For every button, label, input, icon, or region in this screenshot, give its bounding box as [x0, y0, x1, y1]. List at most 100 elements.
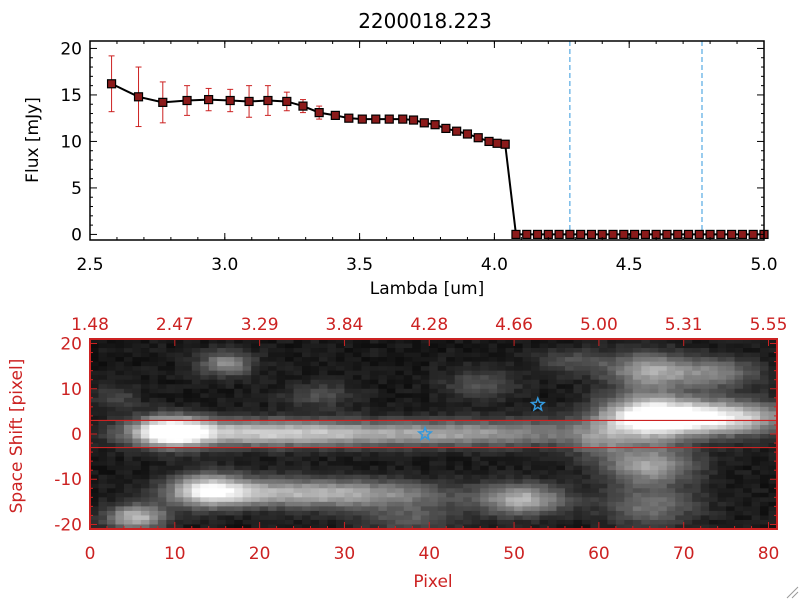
heatmap-cell — [157, 352, 167, 358]
heatmap-cell — [607, 429, 617, 435]
heatmap-cell — [590, 456, 600, 462]
heatmap-cell — [106, 370, 116, 376]
heatmap-cell — [768, 352, 778, 358]
heatmap-cell — [302, 406, 311, 412]
heatmap-cell — [225, 406, 235, 412]
heatmap-cell — [454, 420, 464, 426]
heatmap-cell — [573, 465, 583, 471]
heatmap-cell — [564, 384, 574, 390]
heatmap-cell — [573, 474, 583, 480]
heatmap-cell — [497, 379, 506, 385]
heatmap-cell — [310, 375, 320, 381]
heatmap-cell — [615, 420, 625, 426]
heatmap-cell — [548, 366, 557, 372]
heatmap-cell — [607, 452, 617, 458]
heatmap-cell — [437, 483, 447, 489]
heatmap-cell — [471, 474, 481, 480]
heatmap-cell — [319, 488, 328, 494]
heatmap-cell — [335, 411, 345, 417]
heatmap-cell — [276, 406, 286, 412]
heatmap-cell — [683, 479, 693, 485]
heatmap-cell — [225, 370, 235, 376]
heatmap-cell — [480, 343, 490, 349]
heatmap-cell — [352, 456, 362, 462]
heatmap-cell — [624, 465, 634, 471]
heatmap-cell — [123, 470, 133, 476]
heatmap-cell — [700, 474, 710, 480]
heatmap-cell — [624, 452, 634, 458]
heatmap-cell — [624, 393, 634, 399]
heatmap-cell — [675, 515, 685, 521]
heatmap-cell — [217, 415, 227, 421]
heatmap-cell — [632, 424, 642, 430]
heatmap-cell — [760, 411, 769, 417]
heatmap-cell — [174, 343, 184, 349]
heatmap-cell — [743, 515, 752, 521]
heatmap-cell — [208, 501, 218, 507]
heatmap-cell — [581, 402, 591, 408]
resize-grip-icon[interactable] — [786, 586, 799, 599]
heatmap-cell — [641, 343, 651, 349]
heatmap-cell — [208, 352, 218, 358]
heatmap-cell — [149, 339, 159, 344]
heatmap-cell — [607, 370, 617, 376]
heatmap-cell — [658, 438, 668, 444]
heatmap-cell — [412, 406, 422, 412]
heatmap-cell — [386, 497, 396, 503]
heatmap-cell — [463, 470, 473, 476]
heatmap-cell — [692, 397, 702, 403]
heatmap-cell — [564, 461, 574, 467]
heatmap-cell — [751, 393, 761, 399]
heatmap-cell — [420, 461, 430, 467]
heatmap-cell — [310, 370, 320, 376]
heatmap-cell — [522, 388, 532, 394]
heatmap-cell — [539, 443, 549, 448]
heatmap-cell — [319, 384, 328, 390]
heatmap-cell — [251, 343, 261, 349]
heatmap-cell — [106, 379, 116, 385]
heatmap-cell — [615, 348, 625, 353]
heatmap-cell — [480, 339, 490, 344]
heatmap-cell — [369, 434, 379, 439]
heatmap-cell — [352, 483, 362, 489]
heatmap-cell — [624, 447, 634, 453]
heatmap-cell — [743, 506, 752, 512]
heatmap-cell — [734, 397, 744, 403]
heatmap-cell — [251, 483, 261, 489]
heatmap-cell — [641, 452, 651, 458]
heatmap-cell — [607, 474, 617, 480]
heatmap-cell — [505, 339, 515, 344]
heatmap-cell — [734, 434, 744, 439]
heatmap-cell — [293, 434, 303, 439]
flux-point — [737, 229, 748, 240]
heatmap-cell — [692, 343, 702, 349]
heatmap-cell — [548, 339, 557, 344]
heatmap-cell — [123, 501, 133, 507]
heatmap-cell — [344, 501, 354, 507]
heatmap-cell — [293, 465, 303, 471]
heatmap-cell — [454, 429, 464, 435]
heatmap-cell — [335, 406, 345, 412]
heatmap-cell — [649, 524, 659, 530]
heatmap-cell — [632, 510, 642, 516]
heatmap-cell — [471, 379, 481, 385]
heatmap-cell — [666, 393, 676, 399]
heatmap-cell — [395, 361, 405, 367]
heatmap-cell — [717, 348, 727, 353]
heatmap-cell — [344, 438, 354, 444]
heatmap-cell — [683, 348, 693, 353]
heatmap-cell — [191, 515, 201, 521]
heatmap-cell — [429, 339, 439, 344]
heatmap-cell — [200, 388, 210, 394]
heatmap-cell — [259, 397, 269, 403]
heatmap-cell — [276, 492, 286, 498]
heatmap-cell — [386, 515, 396, 521]
heatmap-cell — [548, 343, 557, 349]
heatmap-cell — [293, 492, 303, 498]
heatmap-cell — [700, 479, 710, 485]
heatmap-cell — [581, 483, 591, 489]
heatmap-cell — [386, 424, 396, 430]
heatmap-cell — [471, 415, 481, 421]
heatmap-cell — [564, 501, 574, 507]
heatmap-cell — [692, 501, 702, 507]
